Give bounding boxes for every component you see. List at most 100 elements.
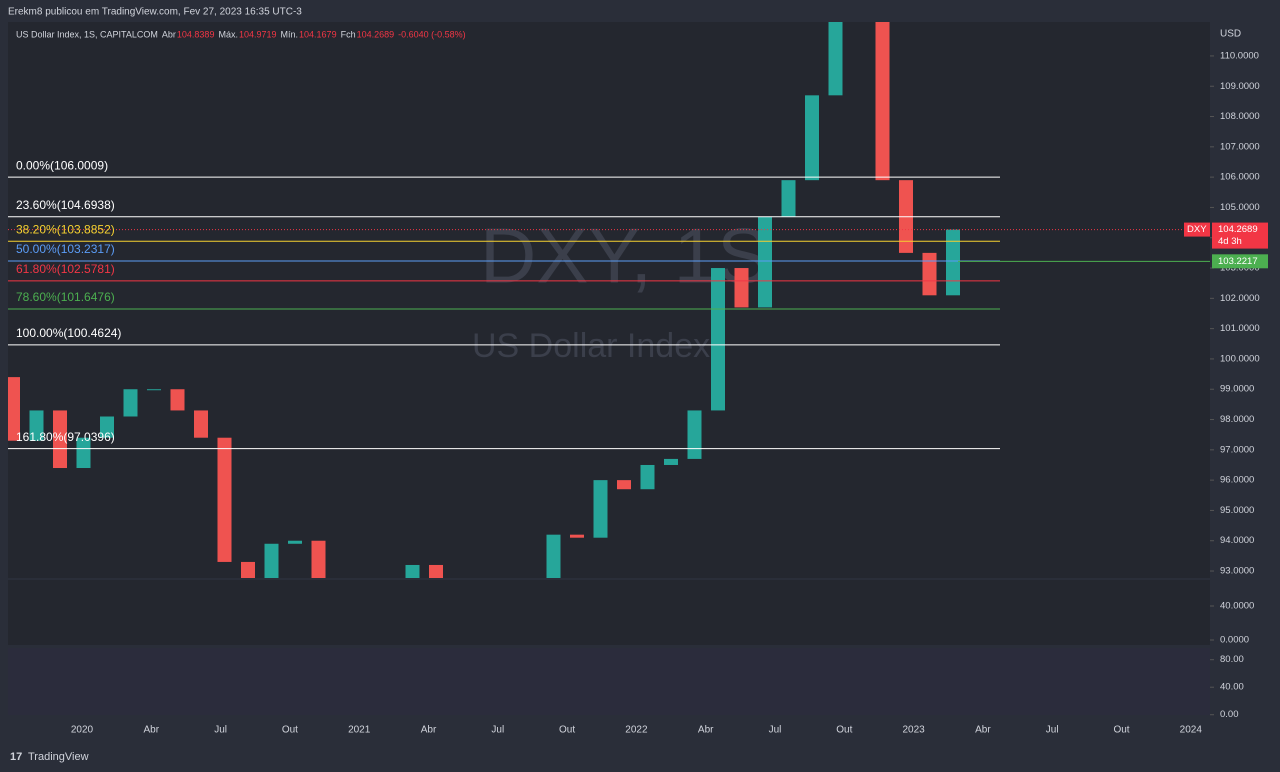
y-tick-label: 101.0000 [1220,323,1260,334]
pane-1 [8,580,1210,645]
fib-label: 161.80%(97.0396) [16,430,115,444]
x-tick-label: Abr [698,725,714,736]
candle-body [922,252,937,296]
candle-body [781,180,796,217]
candle-body [828,22,843,96]
y-tick-label: 100.0000 [1220,353,1260,364]
x-tick-label: 2020 [71,725,94,736]
y-tick-label: 40.00 [1220,682,1244,693]
pane-2 [8,648,1210,715]
candle-body [687,410,702,459]
x-tick-label: 2021 [348,725,371,736]
legend-item: -0.6040 (-0.58%) [398,29,466,39]
y-tick-label: 95.0000 [1220,505,1254,516]
y-tick-label: 109.0000 [1220,81,1260,92]
fib-label: 0.00%(106.0009) [16,158,108,172]
legend-item: Fch [341,29,356,39]
y-tick-label: 0.0000 [1220,635,1249,646]
watermark: DXY, 1S [480,212,769,300]
currency: USD [1220,29,1241,40]
publisher: Erekm8 publicou em TradingView.com, Fev … [8,7,302,18]
y-tick-label: 107.0000 [1220,141,1260,152]
legend-item: Abr [162,29,176,39]
candle-body [123,389,138,417]
candle-body [640,464,655,490]
legend: US Dollar Index, 1S, CAPITALCOM Abr 104.83… [16,29,466,39]
legend-item: Máx. [218,29,238,39]
plot [8,22,1210,578]
legend-item: 104.9719 [239,29,277,39]
fib-label: 38.20%(103.8852) [16,222,115,236]
y-tick-label: 99.0000 [1220,384,1254,395]
candle-body [711,268,725,411]
brand: TradingView [28,751,89,763]
candle-body [664,458,678,465]
y-tick-label: 106.0000 [1220,172,1260,183]
candle-body [217,437,232,562]
fib-label: 61.80%(102.5781) [16,262,115,276]
x-tick-label: 2022 [625,725,648,736]
candle-body [29,410,44,441]
price-tag [1184,222,1210,237]
price-tag [1212,222,1268,249]
candle-body [100,416,114,438]
x-tick-label: Out [836,725,852,736]
x-tick-label: Abr [421,725,437,736]
x-tick-label: Abr [144,725,160,736]
candle-body [53,410,67,469]
x-tick-label: Jul [491,725,504,736]
y-tick-label: 0.00 [1220,709,1239,720]
candle-body [734,268,749,308]
candle-body [288,540,302,544]
candle-body [593,480,608,538]
fib-label: 100.00%(100.4624) [16,326,121,340]
y-tick-label: 80.00 [1220,654,1244,665]
x-tick-label: Abr [975,725,991,736]
y-tick-label: 98.0000 [1220,414,1254,425]
candle-body [76,437,91,469]
y-tick-label: 40.0000 [1220,601,1254,612]
candle-body [875,22,890,181]
y-tick-label: 93.0000 [1220,566,1254,577]
last-price: 104.2689 [1218,224,1258,235]
price-tag-label: DXY [1187,224,1207,235]
fib-label: 78.60%(101.6476) [16,290,115,304]
y-tick-label: 102.0000 [1220,293,1260,304]
candle-body [758,216,772,308]
y-tick-label: 94.0000 [1220,535,1254,546]
y-tick-label: 97.0000 [1220,444,1254,455]
brand-logo: 17 [10,751,22,763]
legend-item: 104.8389 [177,29,215,39]
x-tick-label: Jul [214,725,227,736]
candle-body [264,543,279,578]
candle-body [546,534,561,578]
main-pane [8,22,1210,578]
level-value: 103.2217 [1218,256,1258,267]
legend-item: Mín. [281,29,299,39]
candle-body [311,540,326,578]
candle-body [8,377,20,441]
candle-body [805,95,819,181]
fib-label: 50.00%(103.2317) [16,242,115,256]
candle-body [241,561,255,578]
candle-body [946,229,960,296]
candle-body [570,534,584,538]
x-tick-label: Out [559,725,575,736]
candle-body [147,389,161,391]
legend-item: US Dollar Index, 1S, CAPITALCOM [16,29,158,39]
x-tick-label: 2024 [1180,725,1203,736]
x-tick-label: 2023 [902,725,925,736]
y-tick-label: 105.0000 [1220,202,1260,213]
candle-body [617,480,631,490]
x-tick-label: Out [1113,725,1129,736]
x-tick-label: Jul [769,725,782,736]
legend-item: 104.1679 [299,29,337,39]
fib-label: 23.60%(104.6938) [16,198,115,212]
candle-body [429,564,443,578]
level-tag [1212,254,1268,269]
candle-body [170,389,185,411]
candle-body [194,410,208,438]
y-tick-label: 108.0000 [1220,111,1260,122]
y-tick-label: 110.0000 [1220,50,1259,61]
